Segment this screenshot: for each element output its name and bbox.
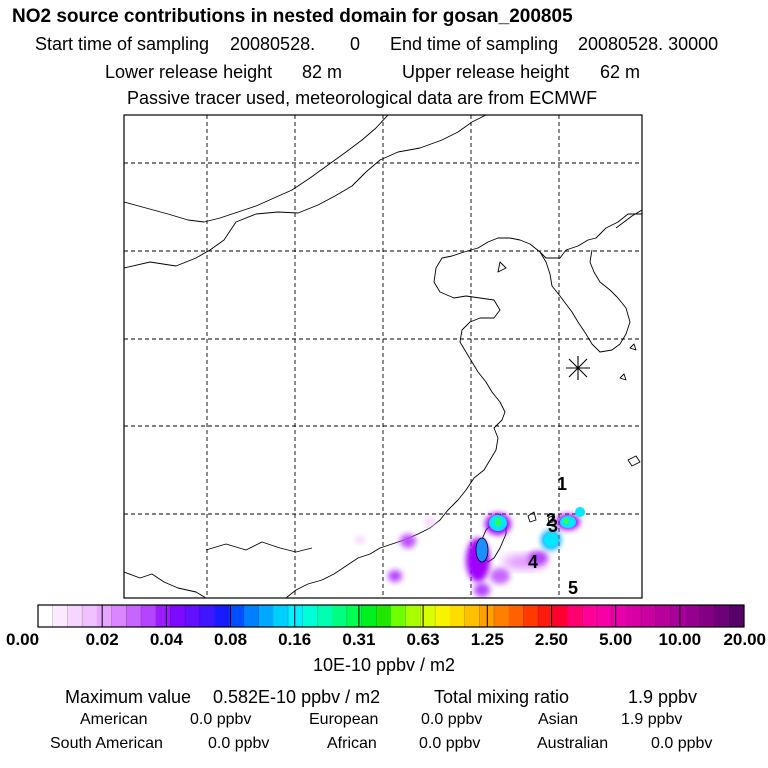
region-african-name: African bbox=[327, 735, 377, 752]
colorbar-tick-label: 0.08 bbox=[213, 630, 248, 649]
colorbar-segment bbox=[273, 605, 289, 627]
region-label-5: 5 bbox=[568, 578, 578, 598]
colorbar-tick-label: 0.16 bbox=[278, 630, 312, 649]
end-time-label: End time of sampling bbox=[390, 34, 559, 54]
colorbar-segment bbox=[405, 605, 421, 627]
colorbar-segment bbox=[523, 605, 539, 627]
colorbar-segment bbox=[361, 605, 377, 627]
colorbar-segment bbox=[538, 605, 554, 627]
colorbar-tick-label: 0.04 bbox=[149, 630, 183, 649]
region-label-3: 3 bbox=[548, 516, 558, 536]
colorbar-segment bbox=[155, 605, 171, 627]
chart-title: NO2 source contributions in nested domai… bbox=[12, 6, 573, 27]
asterisk-icon bbox=[566, 356, 590, 380]
upper-release-label: Upper release height bbox=[402, 62, 570, 82]
colorbar-segment bbox=[596, 605, 613, 627]
colorbar-segment bbox=[552, 605, 568, 627]
region-american-name: American bbox=[80, 711, 148, 728]
colorbar-segment bbox=[199, 605, 215, 627]
start-time-hour: 0 bbox=[350, 34, 361, 54]
start-time-value: 20080528. bbox=[230, 34, 316, 54]
colorbar-segment bbox=[420, 605, 436, 627]
colorbar-tick-label: 0.31 bbox=[342, 630, 376, 649]
colorbar-tick-label: 5.00 bbox=[599, 630, 633, 649]
region-european-name: European bbox=[309, 711, 379, 728]
colorbar-segment bbox=[567, 605, 583, 627]
end-time-value: 20080528. 30000 bbox=[578, 34, 719, 54]
colorbar-segment bbox=[641, 605, 657, 627]
colorbar-segment bbox=[670, 605, 686, 627]
upper-release-value: 62 m bbox=[600, 62, 641, 82]
colorbar-unit: 10E-10 ppbv / m2 bbox=[312, 655, 456, 675]
map-frame bbox=[123, 114, 643, 599]
colorbar-segment bbox=[214, 605, 230, 627]
colorbar-segment bbox=[52, 605, 68, 627]
colorbar-tick-label: 0.02 bbox=[85, 630, 119, 649]
colorbar-segment bbox=[714, 605, 730, 627]
colorbar-segment bbox=[655, 605, 671, 627]
colorbar-segment bbox=[82, 605, 98, 627]
colorbar-segment bbox=[346, 605, 362, 627]
start-time-label: Start time of sampling bbox=[35, 34, 210, 54]
colorbar-segment bbox=[243, 605, 260, 627]
colorbar-segment bbox=[288, 605, 304, 627]
colorbar-segment bbox=[391, 605, 407, 627]
colorbar-segment bbox=[317, 605, 333, 627]
colorbar-segment bbox=[699, 605, 715, 627]
colorbar-tick-label: 2.50 bbox=[534, 630, 568, 649]
colorbar-tick-label: 0.00 bbox=[6, 630, 40, 649]
region-asian-name: Asian bbox=[538, 711, 579, 728]
max-value-label: Maximum value bbox=[65, 687, 192, 707]
colorbar-segment bbox=[38, 605, 54, 627]
region-african-value: 0.0 ppbv bbox=[419, 735, 481, 752]
colorbar-tick-label: 1.25 bbox=[470, 630, 504, 649]
colorbar-segment bbox=[508, 605, 524, 627]
colorbar-segment bbox=[464, 605, 480, 627]
colorbar-frame bbox=[37, 604, 745, 628]
colorbar-segment bbox=[111, 605, 127, 627]
tracer-plumes bbox=[355, 507, 585, 597]
source-contribution-map: 1 2 3 4 5 bbox=[123, 114, 643, 599]
total-mixing-label: Total mixing ratio bbox=[434, 687, 570, 707]
region-south-american-value: 0.0 ppbv bbox=[208, 735, 270, 752]
colorbar-segment bbox=[126, 605, 142, 627]
region-label-2: 2 bbox=[546, 510, 556, 530]
colorbar-tick-label: 0.63 bbox=[406, 630, 440, 649]
region-american-value: 0.0 ppbv bbox=[190, 711, 252, 728]
colorbar-segment bbox=[67, 605, 83, 627]
region-european-value: 0.0 ppbv bbox=[421, 711, 483, 728]
colorbar-segment bbox=[729, 605, 745, 627]
colorbar-segment bbox=[185, 605, 201, 627]
colorbar-segment bbox=[435, 605, 451, 627]
colorbar-segment bbox=[332, 605, 348, 627]
colorbar-segment bbox=[96, 605, 112, 627]
colorbar-segment bbox=[376, 605, 392, 627]
region-australian-name: Australian bbox=[537, 735, 609, 752]
colorbar-segment bbox=[258, 605, 274, 627]
colorbar-tick-label: 10.00 bbox=[658, 630, 702, 649]
colorbar-segment bbox=[493, 605, 510, 627]
lower-release-value: 82 m bbox=[302, 62, 343, 82]
tracer-note: Passive tracer used, meteorological data… bbox=[127, 88, 598, 108]
colorbar-segment bbox=[229, 605, 245, 627]
colorbar-segment bbox=[302, 605, 318, 627]
colorbar-segment bbox=[140, 605, 157, 627]
colorbar bbox=[37, 604, 745, 628]
colorbar-tick-label: 20.00 bbox=[723, 630, 766, 649]
colorbar-segment bbox=[582, 605, 598, 627]
colorbar-segment bbox=[685, 605, 701, 627]
lower-release-label: Lower release height bbox=[105, 62, 273, 82]
region-south-american-name: South American bbox=[50, 735, 163, 752]
region-label-4: 4 bbox=[528, 552, 538, 572]
colorbar-segment bbox=[611, 605, 627, 627]
max-value: 0.582E-10 ppbv / m2 bbox=[213, 687, 381, 707]
total-mixing-value: 1.9 ppbv bbox=[628, 687, 698, 707]
region-label-1: 1 bbox=[557, 474, 567, 494]
region-australian-value: 0.0 ppbv bbox=[651, 735, 713, 752]
region-asian-value: 1.9 ppbv bbox=[621, 711, 683, 728]
colorbar-segment bbox=[170, 605, 186, 627]
colorbar-segment bbox=[449, 605, 465, 627]
colorbar-segments bbox=[38, 605, 745, 627]
colorbar-segment bbox=[626, 605, 642, 627]
